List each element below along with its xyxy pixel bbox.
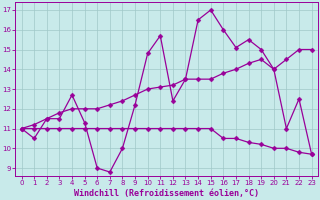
X-axis label: Windchill (Refroidissement éolien,°C): Windchill (Refroidissement éolien,°C) bbox=[74, 189, 259, 198]
